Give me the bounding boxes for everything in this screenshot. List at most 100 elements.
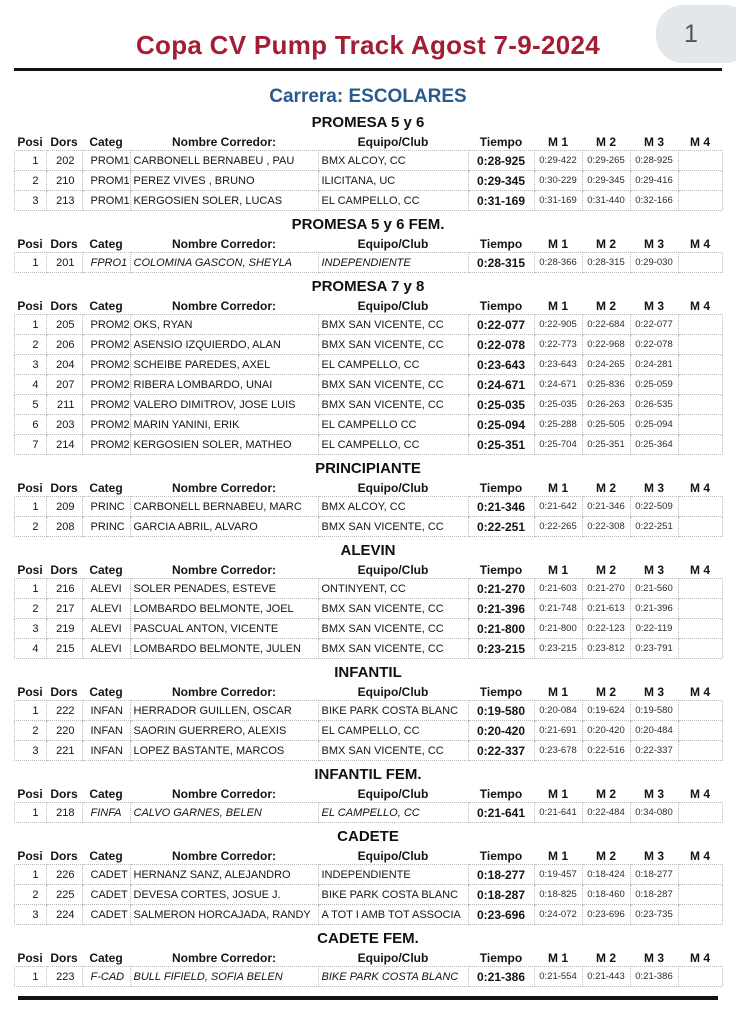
column-header: M 4 — [689, 237, 710, 251]
cell-categ: PRINC — [81, 516, 131, 537]
column-header: M 3 — [643, 787, 664, 801]
column-header: M 4 — [689, 299, 710, 313]
cell-m2: 0:31-440 — [581, 190, 631, 211]
cell-categ: F-CAD — [81, 966, 131, 987]
cell-m4 — [677, 904, 723, 925]
column-header: Equipo/Club — [357, 135, 429, 149]
column-header: Posi — [17, 787, 43, 801]
section-title: PROMESA 7 y 8 — [311, 278, 425, 295]
cell-dors: 220 — [45, 720, 83, 741]
cell-posi: 1 — [13, 966, 47, 987]
cell-nombre: HERNANZ SANZ, ALEJANDRO — [129, 864, 319, 885]
cell-m3: 0:20-484 — [629, 720, 679, 741]
results-table: Posi Dors Categ Nombre Corredor: Equipo/Club… — [13, 684, 723, 761]
cell-nombre: SALMERON HORCAJADA, RANDY — [129, 904, 319, 925]
cell-m3: 0:26-535 — [629, 394, 679, 415]
cell-equipo: EL CAMPELLO, CC — [317, 802, 469, 823]
cell-m3: 0:29-416 — [629, 170, 679, 191]
cell-m1: 0:23-643 — [533, 354, 583, 375]
cell-m3: 0:25-094 — [629, 414, 679, 435]
cell-dors: 222 — [45, 700, 83, 721]
cell-categ: CADET — [81, 864, 131, 885]
cell-m1: 0:23-215 — [533, 638, 583, 659]
column-header: Dors — [50, 849, 78, 863]
cell-posi: 1 — [13, 150, 47, 171]
results-section: ALEVIN Posi Dors Categ Nombre Corredor: Equip… — [0, 542, 736, 659]
table-row: 1 216 ALEVI SOLER PENADES, ESTEVE ONTINYENT,… — [13, 578, 723, 599]
results-section: PROMESA 5 y 6 Posi Dors Categ Nombre Corredo… — [0, 114, 736, 211]
cell-categ: INFAN — [81, 740, 131, 761]
cell-m1: 0:23-678 — [533, 740, 583, 761]
cell-equipo: BMX SAN VICENTE, CC — [317, 740, 469, 761]
column-header: Nombre Corredor: — [171, 299, 276, 313]
section-title: PRINCIPIANTE — [315, 460, 421, 477]
page-number-badge: 1 — [656, 5, 736, 63]
cell-m2: 0:19-624 — [581, 700, 631, 721]
column-header: Dors — [50, 685, 78, 699]
cell-m4 — [677, 354, 723, 375]
cell-equipo: BIKE PARK COSTA BLANC — [317, 884, 469, 905]
cell-posi: 3 — [13, 904, 47, 925]
cell-m4 — [677, 190, 723, 211]
cell-categ: FINFA — [81, 802, 131, 823]
cell-posi: 1 — [13, 864, 47, 885]
cell-posi: 4 — [13, 638, 47, 659]
cell-categ: PROM2 — [81, 314, 131, 335]
cell-m2: 0:21-346 — [581, 496, 631, 517]
cell-tiempo: 0:22-337 — [467, 740, 535, 761]
cell-m1: 0:24-671 — [533, 374, 583, 395]
column-header: Dors — [50, 481, 78, 495]
cell-m2: 0:22-516 — [581, 740, 631, 761]
cell-nombre: PEREZ VIVES , BRUNO — [129, 170, 319, 191]
cell-m1: 0:21-554 — [533, 966, 583, 987]
column-header: M 3 — [643, 481, 664, 495]
cell-m2: 0:18-460 — [581, 884, 631, 905]
results-table: Posi Dors Categ Nombre Corredor: Equipo/Club… — [13, 786, 723, 823]
header-row: Posi Dors Categ Nombre Corredor: Equipo/Club… — [14, 684, 722, 701]
column-header: Posi — [17, 951, 43, 965]
section-title: CADETE — [337, 828, 399, 845]
results-sections: PROMESA 5 y 6 Posi Dors Categ Nombre Corredo… — [0, 114, 736, 987]
cell-tiempo: 0:21-396 — [467, 598, 535, 619]
cell-dors: 203 — [45, 414, 83, 435]
column-header: Categ — [89, 135, 123, 149]
cell-posi: 4 — [13, 374, 47, 395]
cell-m2: 0:22-484 — [581, 802, 631, 823]
cell-m3: 0:23-735 — [629, 904, 679, 925]
column-header: M 1 — [547, 951, 568, 965]
cell-tiempo: 0:22-078 — [467, 334, 535, 355]
cell-posi: 1 — [13, 252, 47, 273]
cell-equipo: BMX SAN VICENTE, CC — [317, 598, 469, 619]
table-row: 3 213 PROM1 KERGOSIEN SOLER, LUCAS EL CAMPEL… — [13, 190, 723, 211]
cell-m3: 0:22-077 — [629, 314, 679, 335]
cell-m1: 0:24-072 — [533, 904, 583, 925]
column-header: Nombre Corredor: — [171, 135, 276, 149]
results-section: INFANTIL FEM. Posi Dors Categ Nombre Corredo… — [0, 766, 736, 823]
cell-tiempo: 0:24-671 — [467, 374, 535, 395]
column-header: Dors — [50, 237, 78, 251]
cell-m2: 0:25-505 — [581, 414, 631, 435]
cell-nombre: DEVESA CORTES, JOSUE J. — [129, 884, 319, 905]
cell-tiempo: 0:28-925 — [467, 150, 535, 171]
cell-m3: 0:22-337 — [629, 740, 679, 761]
cell-tiempo: 0:23-696 — [467, 904, 535, 925]
cell-m2: 0:22-123 — [581, 618, 631, 639]
section-title: INFANTIL — [334, 664, 402, 681]
cell-nombre: PASCUAL ANTON, VICENTE — [129, 618, 319, 639]
cell-posi: 7 — [13, 434, 47, 455]
cell-tiempo: 0:22-251 — [467, 516, 535, 537]
results-section: INFANTIL Posi Dors Categ Nombre Corredor: Equ… — [0, 664, 736, 761]
column-header: Posi — [17, 685, 43, 699]
column-header: Nombre Corredor: — [171, 481, 276, 495]
column-header: Equipo/Club — [357, 787, 429, 801]
column-header: M 2 — [595, 787, 616, 801]
cell-m3: 0:18-277 — [629, 864, 679, 885]
results-section: CADETE Posi Dors Categ Nombre Corredor: Equip… — [0, 828, 736, 925]
column-header: Tiempo — [479, 787, 523, 801]
cell-m4 — [677, 170, 723, 191]
cell-m1: 0:21-691 — [533, 720, 583, 741]
column-header: M 1 — [547, 481, 568, 495]
results-section: PRINCIPIANTE Posi Dors Categ Nombre Corredor… — [0, 460, 736, 537]
cell-m3: 0:21-396 — [629, 598, 679, 619]
column-header: Categ — [89, 237, 123, 251]
